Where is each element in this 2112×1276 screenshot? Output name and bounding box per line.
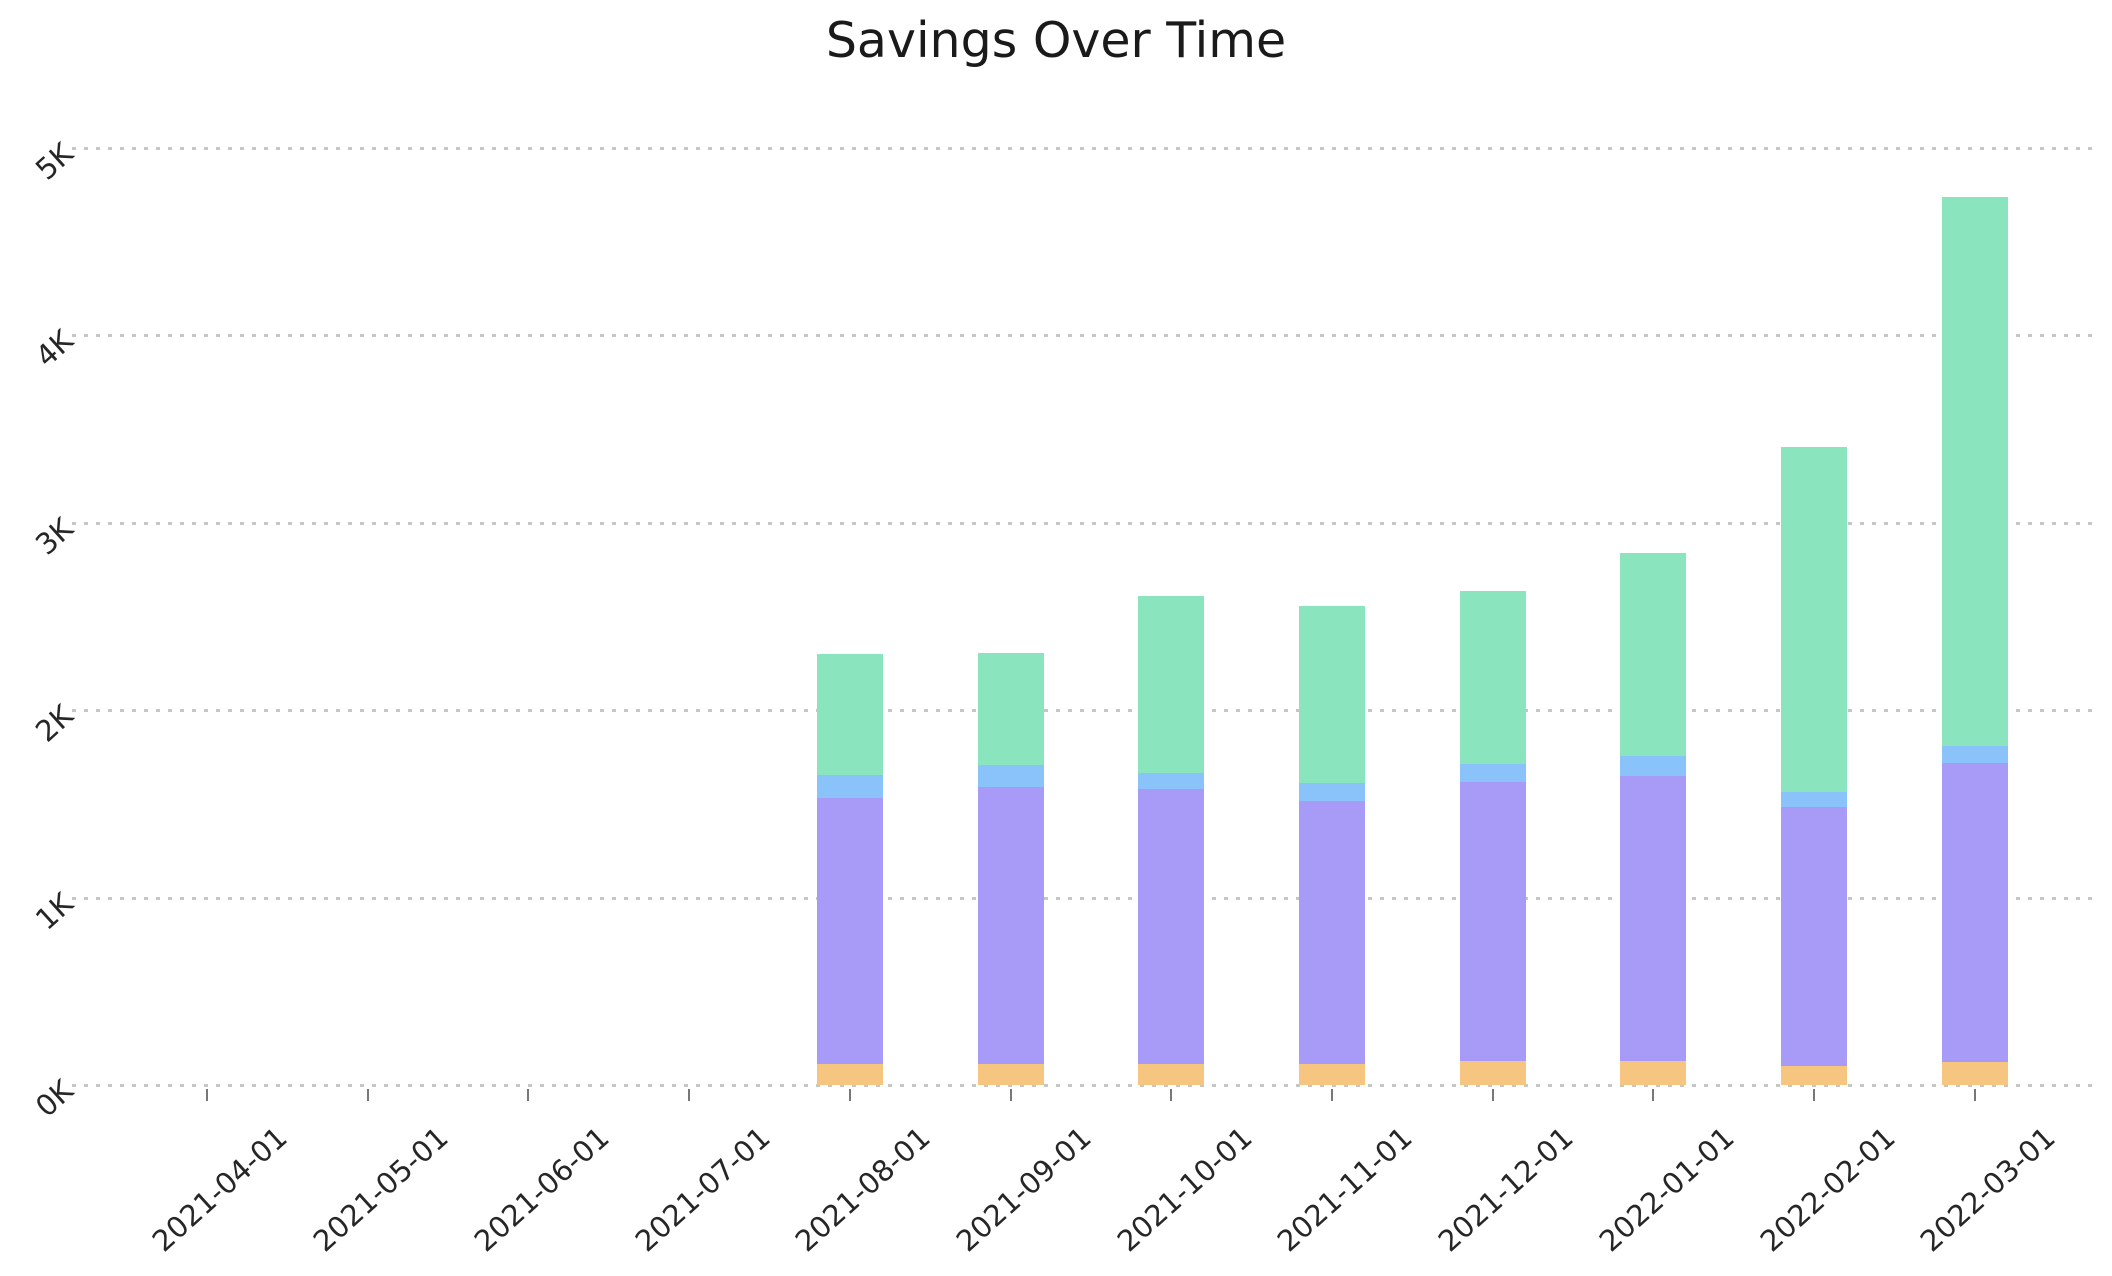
x-tick-label-text: 2021-04-01 — [146, 1120, 295, 1259]
bar-segment-blue-segment — [1459, 763, 1526, 783]
y-tick-label-text: 0K — [28, 1073, 80, 1124]
gridline-4K — [72, 334, 2096, 338]
x-tick-mark — [848, 1089, 851, 1101]
x-tick-label-text: 2021-06-01 — [467, 1120, 616, 1259]
gridline-1K — [72, 896, 2096, 900]
bar-segment-purple-segment — [1138, 789, 1205, 1064]
gridline-5K — [72, 146, 2096, 150]
y-tick-label-text: 4K — [28, 323, 80, 374]
bar-segment-green-top-segment — [1620, 553, 1687, 756]
bar-segment-purple-segment — [1299, 801, 1366, 1064]
bar-segment-orange-bottom-segment — [977, 1064, 1044, 1085]
chart-title: Savings Over Time — [825, 12, 1287, 69]
x-tick-mark — [527, 1089, 530, 1101]
x-tick-mark — [366, 1089, 369, 1101]
x-tick-mark — [1331, 1089, 1334, 1101]
bar-segment-orange-bottom-segment — [1138, 1063, 1205, 1085]
bar-segment-green-top-segment — [1299, 605, 1366, 783]
bar-segment-green-top-segment — [1781, 447, 1848, 793]
bar-segment-orange-bottom-segment — [1781, 1066, 1848, 1085]
x-tick-label-text: 2021-05-01 — [306, 1120, 455, 1259]
x-tick-label-text: 2022-03-01 — [1913, 1120, 2062, 1259]
x-tick-label-text: 2021-07-01 — [628, 1120, 777, 1259]
bar-segment-blue-segment — [816, 774, 883, 799]
bar-segment-orange-bottom-segment — [1620, 1061, 1687, 1085]
bar-segment-purple-segment — [1459, 782, 1526, 1062]
bar-segment-purple-segment — [1620, 776, 1687, 1062]
bar-segment-orange-bottom-segment — [1299, 1063, 1366, 1085]
bar-segment-blue-segment — [1138, 773, 1205, 790]
bar-segment-blue-segment — [1781, 792, 1848, 808]
y-tick-label-text: 1K — [28, 885, 80, 937]
y-tick-label-text: 5K — [28, 136, 80, 187]
x-tick-label-text: 2021-09-01 — [949, 1120, 1098, 1259]
x-tick-mark — [1973, 1089, 1976, 1101]
x-tick-mark — [1652, 1089, 1655, 1101]
bar-segment-blue-segment — [1299, 782, 1366, 802]
bar-segment-green-top-segment — [816, 653, 883, 775]
x-tick-label-text: 2021-08-01 — [788, 1120, 937, 1259]
x-tick-mark — [1009, 1089, 1012, 1101]
x-tick-label-text: 2022-02-01 — [1753, 1120, 1902, 1259]
gridline-0K — [72, 1084, 2096, 1087]
x-tick-label-text: 2021-10-01 — [1110, 1120, 1259, 1259]
y-tick-label-text: 3K — [28, 510, 80, 562]
x-tick-mark — [1813, 1089, 1816, 1101]
bar-segment-green-top-segment — [1459, 590, 1526, 764]
x-tick-mark — [1170, 1089, 1173, 1101]
bar-segment-purple-segment — [1941, 762, 2008, 1062]
x-tick-mark — [206, 1089, 208, 1101]
bar-segment-green-top-segment — [977, 652, 1044, 766]
y-tick-label-text: 2K — [28, 698, 80, 749]
x-tick-mark — [1491, 1089, 1494, 1101]
bar-segment-blue-segment — [977, 765, 1044, 787]
gridline-3K — [72, 521, 2096, 525]
bar-segment-green-top-segment — [1941, 197, 2008, 746]
x-tick-label-text: 2021-12-01 — [1431, 1120, 1580, 1259]
bar-segment-blue-segment — [1941, 745, 2008, 763]
x-tick-mark — [688, 1089, 691, 1101]
gridline-2K — [72, 709, 2096, 713]
bar-segment-green-top-segment — [1138, 596, 1205, 774]
bar-segment-purple-segment — [816, 798, 883, 1065]
x-tick-label-text: 2021-11-01 — [1271, 1120, 1420, 1259]
x-tick-label-text: 2022-01-01 — [1592, 1120, 1741, 1259]
bar-segment-orange-bottom-segment — [816, 1064, 883, 1085]
bar-segment-orange-bottom-segment — [1941, 1061, 2008, 1085]
bar-segment-purple-segment — [1781, 807, 1848, 1067]
bar-segment-blue-segment — [1620, 755, 1687, 777]
bar-segment-purple-segment — [977, 786, 1044, 1065]
bar-segment-orange-bottom-segment — [1459, 1061, 1526, 1085]
